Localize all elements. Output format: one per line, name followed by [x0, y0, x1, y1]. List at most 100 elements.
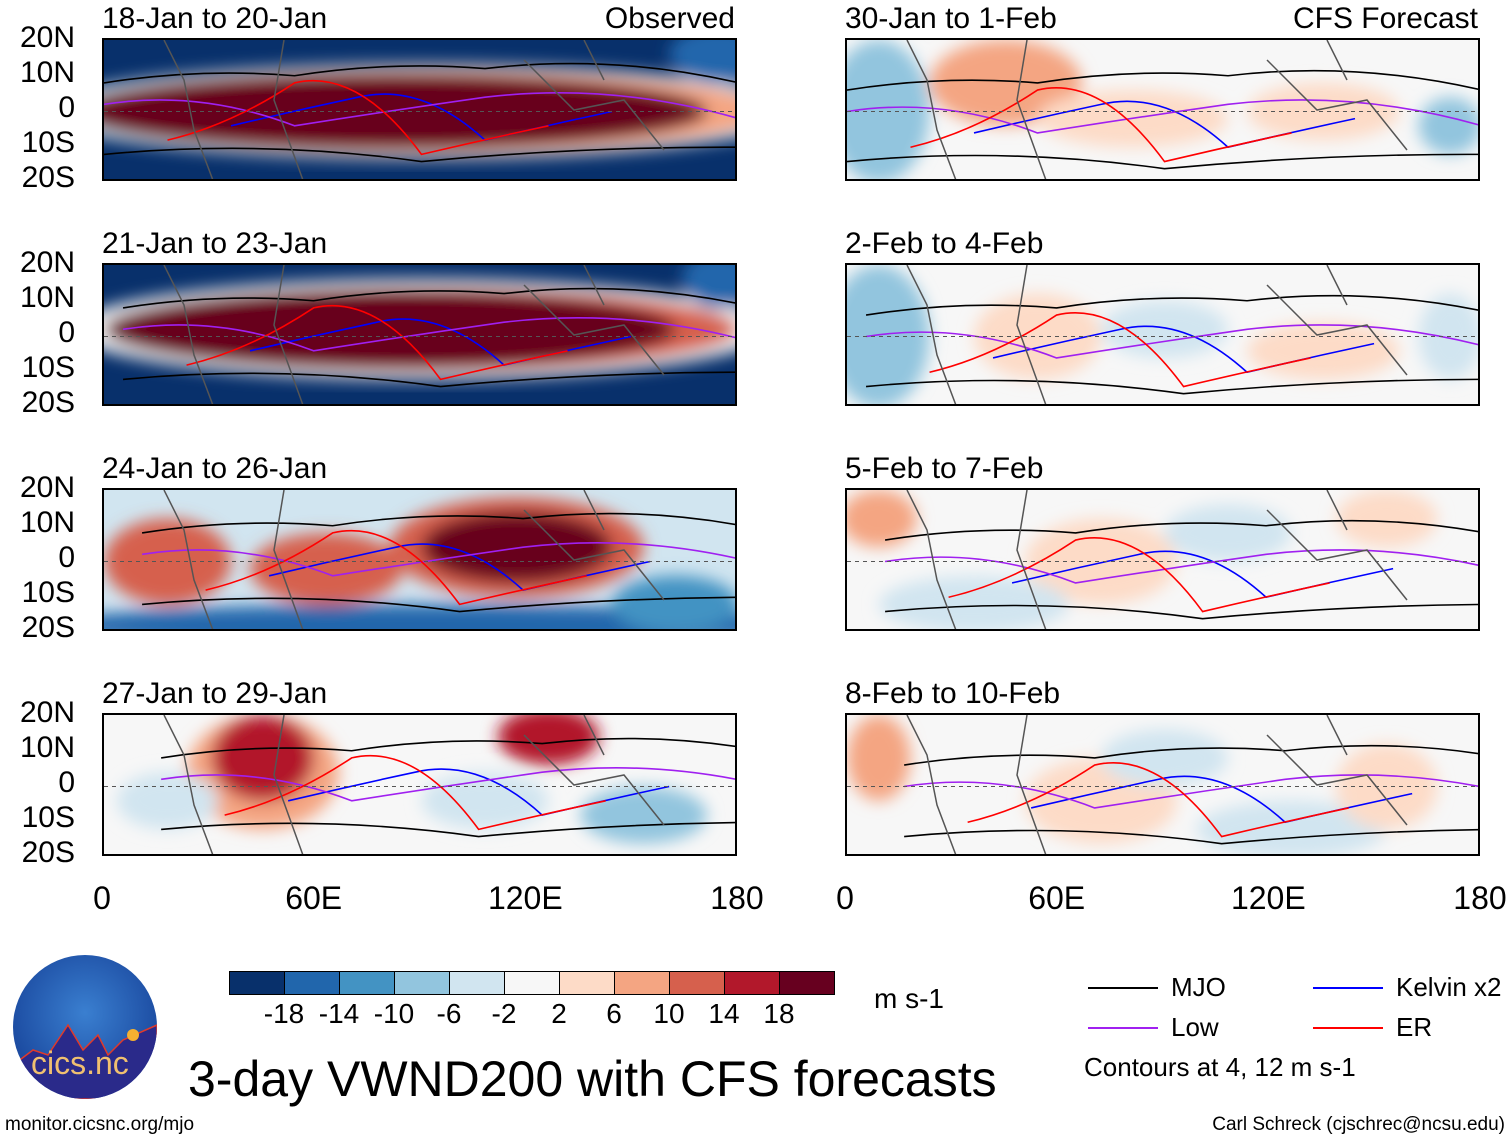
wind-anomaly-region [421, 511, 612, 583]
map-panel-forecast-3 [845, 488, 1480, 631]
lon-label: 120E [1230, 880, 1306, 916]
wind-anomaly-region [974, 293, 1101, 380]
lon-label: 60E [1028, 880, 1086, 916]
legend-line [1313, 1027, 1383, 1029]
colorbar-swatch [230, 972, 285, 994]
contour-line [122, 317, 735, 352]
legend-line [1088, 1027, 1158, 1029]
wind-anomaly-region [1335, 490, 1438, 548]
colorbar-label: 10 [653, 998, 685, 1029]
wind-anomaly-region [421, 772, 549, 830]
colorbar-label: 2 [551, 998, 567, 1029]
contour-line [884, 549, 1478, 584]
legend-label: Low [1171, 1012, 1219, 1042]
wind-anomaly-region [1101, 729, 1228, 787]
panel-title: 24-Jan to 26-Jan [102, 452, 328, 485]
colorbar-swatch [615, 972, 670, 994]
wind-anomaly-region [1164, 504, 1292, 562]
contour-line [141, 542, 735, 577]
panel-title: 2-Feb to 4-Feb [845, 227, 1044, 260]
contour-line [865, 324, 1478, 359]
lat-label: 0 [58, 541, 75, 574]
colorbar-label: -18 [263, 998, 305, 1029]
contour-line [167, 79, 549, 156]
lat-label: 20N [19, 246, 75, 279]
wind-anomaly-region [104, 289, 676, 370]
lat-label: 0 [58, 316, 75, 349]
wind-anomaly-region [847, 490, 917, 548]
lon-label: 120E [487, 880, 563, 916]
contour-note: Contours at 4, 12 m s-1 [1084, 1052, 1356, 1082]
wind-anomaly-region [929, 40, 1082, 126]
lat-label: 10S [21, 351, 75, 384]
contour-line [904, 828, 1478, 845]
contour-line [865, 294, 1478, 316]
figure-title: 3-day VWND200 with CFS forecasts [188, 1051, 997, 1107]
panel-title: 30-Jan to 1-Feb [845, 2, 1057, 35]
lon-label: 180 [710, 880, 764, 916]
contour-line [865, 378, 1478, 395]
legend-line [1313, 987, 1383, 989]
colorbar-label: 18 [763, 998, 795, 1029]
wind-anomaly-region [116, 772, 219, 830]
wind-anomaly-region [211, 715, 314, 801]
colorbar-swatch [340, 972, 395, 994]
contour-line [161, 767, 735, 802]
contour-line [104, 92, 735, 127]
lat-label: 20N [19, 471, 75, 504]
coastline [906, 265, 1408, 404]
colorbar-label: -10 [373, 998, 415, 1029]
colorbar-unit: m s-1 [874, 983, 944, 1014]
wind-anomaly-region [580, 786, 708, 844]
legend-label: MJO [1171, 972, 1226, 1002]
map-panel-observed-2 [102, 263, 737, 406]
contour-line [967, 762, 1349, 838]
panel-header: Observed [604, 2, 735, 35]
map-panel-observed-1 [102, 38, 737, 181]
lat-label: 20N [19, 21, 75, 54]
colorbar-swatch [725, 972, 780, 994]
lon-label: 0 [836, 880, 854, 916]
source-url: monitor.cicsnc.org/mjo [5, 1114, 195, 1135]
colorbar-swatch [395, 972, 450, 994]
legend-line [1088, 987, 1158, 989]
contour-line [904, 744, 1478, 766]
contour-line [104, 146, 735, 163]
logo-mountains-icon [13, 1023, 157, 1099]
contour-line [141, 512, 735, 534]
lat-label: 20S [21, 386, 75, 419]
wind-anomaly-region [1024, 518, 1178, 605]
colorbar-label: -14 [318, 998, 360, 1029]
lat-label: 0 [58, 91, 75, 124]
colorbar-label: -6 [436, 998, 462, 1029]
panel-header: CFS Forecast [1292, 2, 1478, 35]
logo-text: cics.nc [31, 1045, 129, 1081]
lat-label: 10S [21, 801, 75, 834]
panel-title: 21-Jan to 23-Jan [102, 227, 328, 260]
coastline [906, 40, 1408, 179]
colorbar [229, 971, 835, 995]
colorbar-swatch [505, 972, 560, 994]
coastline [163, 265, 665, 404]
lon-label: 60E [285, 880, 343, 916]
lon-label: 180 [1453, 880, 1507, 916]
colorbar-swatch [560, 972, 615, 994]
contour-line [142, 596, 735, 613]
cics-logo: cics.nc [13, 955, 157, 1099]
lat-label: 10N [19, 56, 75, 89]
contour-line [929, 312, 1311, 388]
colorbar-label: 14 [708, 998, 740, 1029]
panel-title: 8-Feb to 10-Feb [845, 677, 1061, 710]
contour-line [910, 87, 1292, 163]
contour-line [847, 69, 1478, 91]
wind-anomaly-region [878, 575, 1070, 629]
contour-line [122, 287, 735, 309]
panel-title: 5-Feb to 7-Feb [845, 452, 1044, 485]
map-panel-forecast-4 [845, 713, 1480, 856]
lat-label: 20S [21, 611, 75, 644]
lon-label: 0 [93, 880, 111, 916]
wind-anomaly-region [681, 265, 735, 308]
lat-label: 0 [58, 766, 75, 799]
contour-line [948, 537, 1330, 613]
